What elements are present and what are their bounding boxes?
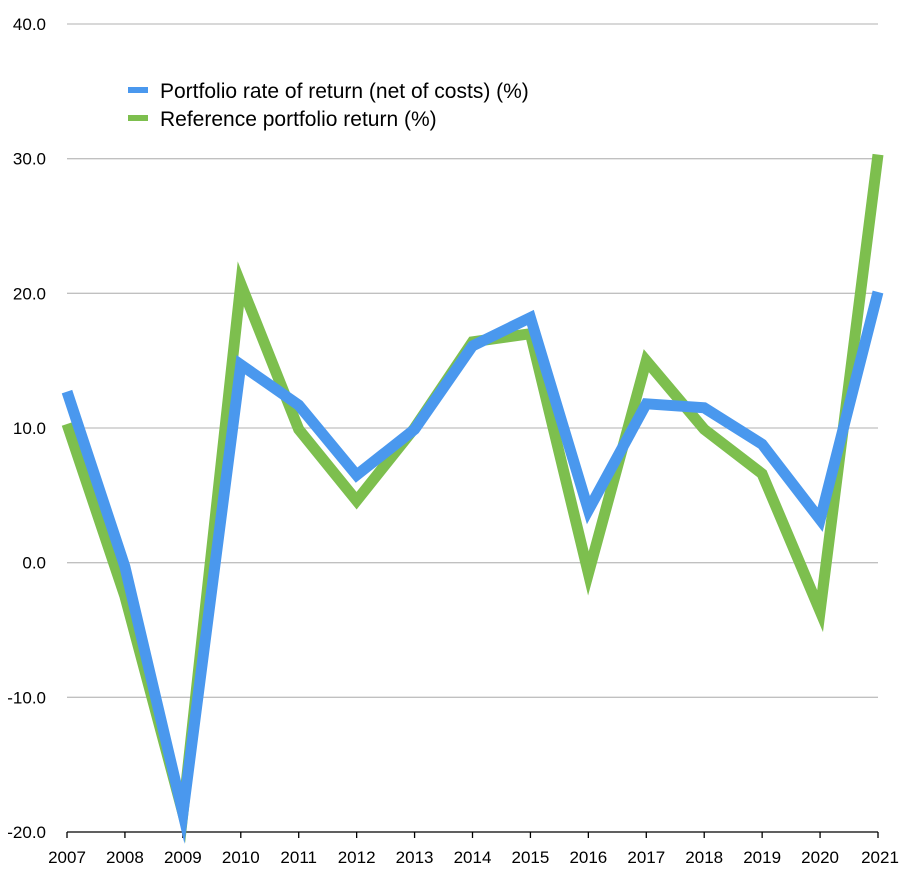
y-tick-label: 30.0 [13,150,46,169]
legend: Portfolio rate of return (net of costs) … [128,80,529,131]
x-tick-label: 2019 [743,848,781,867]
x-tick-label: 2018 [685,848,723,867]
y-tick-label: -10.0 [7,688,46,707]
x-tick-label: 2020 [801,848,839,867]
x-tick-label: 2014 [454,848,492,867]
x-tick-label: 2016 [569,848,607,867]
x-tick-label: 2013 [396,848,434,867]
legend-label-reference: Reference portfolio return (%) [160,108,437,131]
series-line-portfolio [67,292,878,813]
y-tick-label: 40.0 [13,15,46,34]
legend-label-portfolio: Portfolio rate of return (net of costs) … [160,80,529,103]
series-line-reference [67,155,878,814]
y-tick-label: 10.0 [13,419,46,438]
x-tick-label: 2009 [164,848,202,867]
x-tick-label: 2012 [338,848,376,867]
x-tick-label: 2008 [106,848,144,867]
x-tick-label: 2010 [222,848,260,867]
y-tick-label: 20.0 [13,284,46,303]
y-tick-label: 0.0 [22,554,46,573]
y-tick-label: -20.0 [7,823,46,842]
x-tick-label: 2011 [280,848,317,867]
x-tick-label: 2017 [627,848,665,867]
series-layer [67,155,878,814]
x-tick-label: 2015 [512,848,550,867]
x-tick-label: 2021 [861,848,899,867]
x-tick-label: 2007 [48,848,86,867]
